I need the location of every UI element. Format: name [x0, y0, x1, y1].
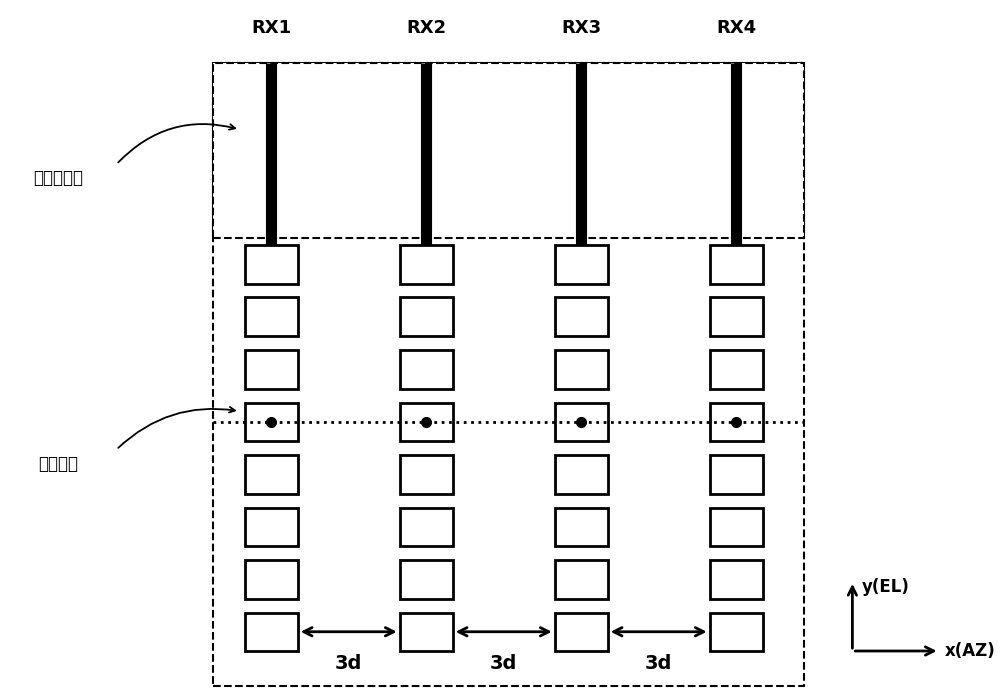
Bar [245, 560, 298, 598]
Text: 接收天线: 接收天线 [38, 455, 78, 472]
Bar [245, 508, 298, 546]
Bar [710, 560, 763, 598]
Bar [245, 245, 298, 284]
Bar [245, 455, 298, 493]
Bar [400, 560, 453, 598]
Text: y(EL): y(EL) [862, 578, 910, 596]
Bar [710, 455, 763, 493]
Text: 3d: 3d [335, 654, 362, 673]
Bar [245, 350, 298, 389]
Text: RX2: RX2 [406, 19, 446, 37]
Bar [710, 612, 763, 651]
Bar [245, 402, 298, 441]
Bar [555, 508, 608, 546]
Bar [400, 245, 453, 284]
Text: 3d: 3d [645, 654, 672, 673]
Bar [400, 298, 453, 336]
Bar [710, 402, 763, 441]
Bar [245, 298, 298, 336]
Text: RX1: RX1 [251, 19, 291, 37]
Bar [555, 455, 608, 493]
Bar [555, 402, 608, 441]
Bar [710, 508, 763, 546]
Bar [400, 455, 453, 493]
Bar [400, 508, 453, 546]
Text: x(AZ): x(AZ) [944, 642, 995, 660]
Text: RX3: RX3 [561, 19, 601, 37]
Bar [555, 350, 608, 389]
Bar [400, 402, 453, 441]
Bar [245, 612, 298, 651]
Text: 传输线网络: 传输线网络 [33, 169, 83, 188]
Bar [400, 350, 453, 389]
Bar [213, 63, 804, 686]
Bar [555, 612, 608, 651]
Text: 3d: 3d [490, 654, 517, 673]
Bar [555, 560, 608, 598]
Bar [555, 245, 608, 284]
Bar [555, 298, 608, 336]
Text: RX4: RX4 [716, 19, 756, 37]
Bar [400, 612, 453, 651]
Bar [710, 245, 763, 284]
Bar [710, 350, 763, 389]
Bar [213, 63, 804, 238]
Bar [710, 298, 763, 336]
